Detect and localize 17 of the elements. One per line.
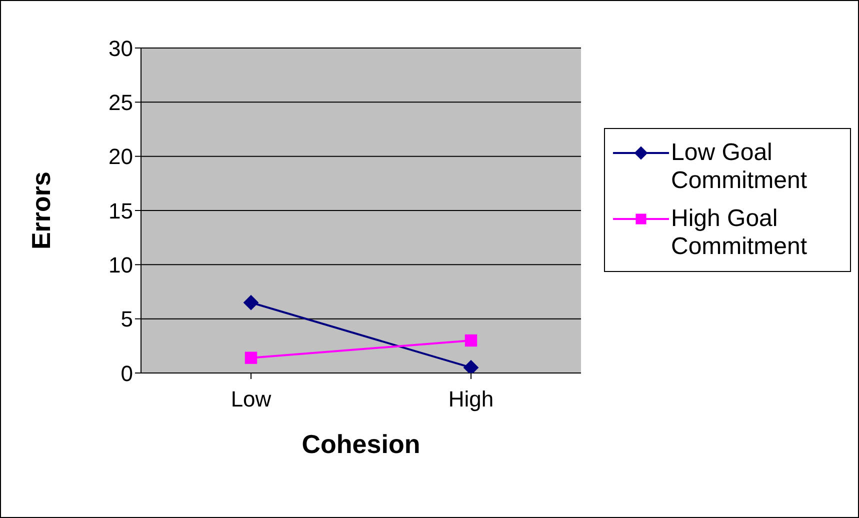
- point: [244, 295, 258, 310]
- y-tick-label: 20: [108, 144, 133, 170]
- x-tick-label: Low: [230, 386, 272, 412]
- point: [244, 352, 258, 364]
- y-tick-label: 5: [120, 306, 133, 332]
- point: [464, 334, 478, 347]
- legend-label: High Goal Commitment: [671, 205, 808, 261]
- y-tick-label: 10: [108, 252, 133, 278]
- y-axis-title: Errors: [26, 171, 56, 250]
- y-tick-label: 30: [108, 36, 133, 61]
- y-tick-label: 25: [108, 90, 133, 115]
- y-tick-label: 15: [108, 198, 133, 224]
- y-tick-label: 0: [120, 360, 133, 386]
- point: [464, 360, 478, 373]
- x-tick-label: High: [448, 386, 494, 412]
- x-axis-title: Cohesion: [302, 429, 420, 459]
- legend-label: Low Goal Commitment: [671, 139, 808, 195]
